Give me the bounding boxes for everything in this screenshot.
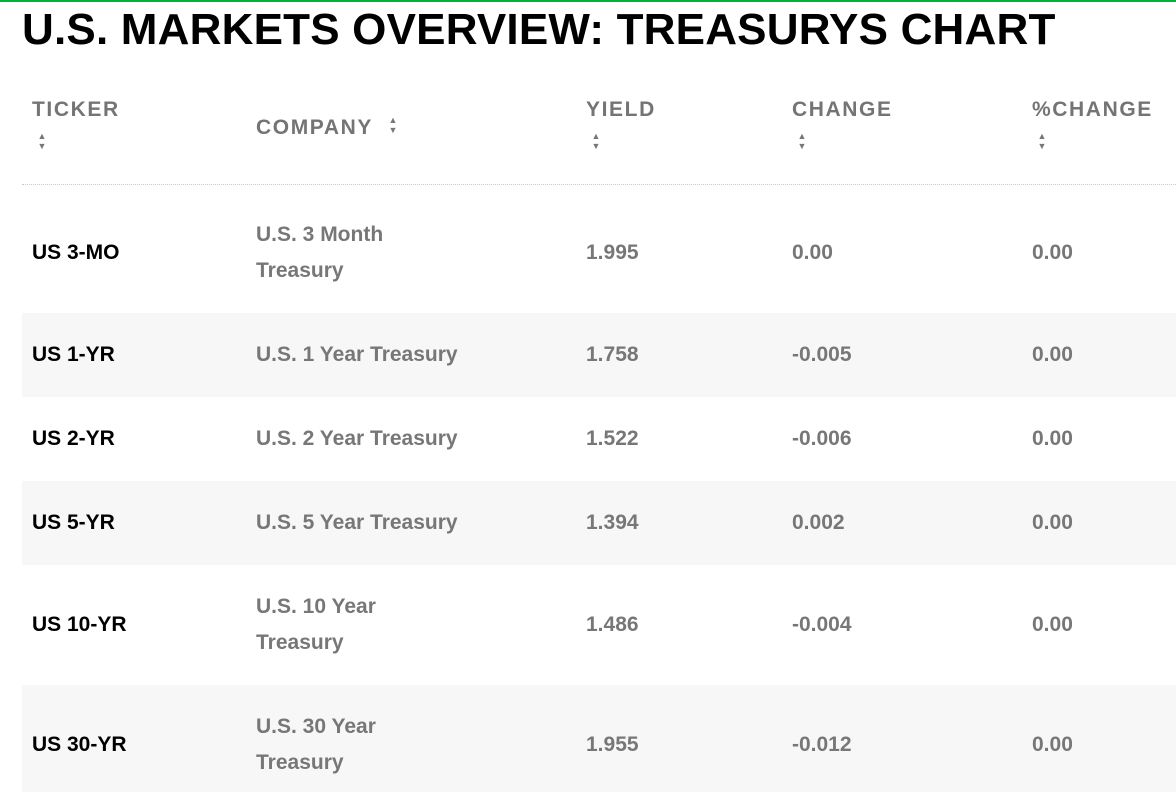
company-cell: U.S. 3 Month Treasury	[256, 193, 486, 313]
ticker-cell[interactable]: US 1-YR	[32, 343, 115, 366]
change-cell: 0.002	[792, 511, 845, 534]
treasurys-table: TICKER ▲ ▼ COMPANY ▲ ▼ YIELD ▲ ▼ CHANGE ▲ ▼ …	[22, 88, 1176, 792]
table-row[interactable]: US 1-YR U.S. 1 Year Treasury 1.758 -0.00…	[22, 313, 1176, 397]
ticker-cell[interactable]: US 2-YR	[32, 427, 115, 450]
company-name-line: Treasury	[256, 751, 344, 774]
company-cell: U.S. 10 Year Treasury	[256, 565, 486, 685]
column-header-label: TICKER	[32, 98, 120, 121]
pct-change-cell: 0.00	[1032, 427, 1073, 450]
pct-change-cell: 0.00	[1032, 343, 1073, 366]
table-row[interactable]: US 10-YR U.S. 10 Year Treasury 1.486 -0.…	[22, 565, 1176, 685]
table-row[interactable]: US 30-YR U.S. 30 Year Treasury 1.955 -0.…	[22, 685, 1176, 792]
top-accent-bar	[0, 0, 1176, 2]
table-row[interactable]: US 5-YR U.S. 5 Year Treasury 1.394 0.002…	[22, 481, 1176, 565]
company-name-line: U.S. 3 Month	[256, 223, 384, 246]
company-cell: U.S. 1 Year Treasury	[256, 343, 458, 366]
column-header-label: COMPANY	[256, 116, 373, 139]
column-header-label: CHANGE	[792, 98, 893, 121]
pct-change-cell: 0.00	[1032, 733, 1073, 756]
column-header-company[interactable]: COMPANY ▲ ▼	[256, 115, 399, 140]
change-cell: -0.006	[792, 427, 852, 450]
yield-cell: 1.394	[586, 511, 639, 534]
table-header: TICKER ▲ ▼ COMPANY ▲ ▼ YIELD ▲ ▼ CHANGE ▲ ▼ …	[22, 88, 1176, 185]
sort-icon[interactable]: ▲ ▼	[591, 131, 601, 151]
ticker-cell[interactable]: US 5-YR	[32, 511, 115, 534]
yield-cell: 1.995	[586, 241, 639, 264]
pct-change-cell: 0.00	[1032, 241, 1073, 264]
yield-cell: 1.522	[586, 427, 639, 450]
company-cell: U.S. 2 Year Treasury	[256, 427, 458, 450]
sort-icon[interactable]: ▲ ▼	[1037, 131, 1047, 151]
page-title: U.S. MARKETS OVERVIEW: TREASURYS CHART	[22, 5, 1056, 54]
change-cell: -0.004	[792, 613, 852, 636]
company-name-line: U.S. 10 Year	[256, 595, 376, 618]
column-header-ticker[interactable]: TICKER ▲ ▼	[32, 98, 120, 155]
company-name-line: Treasury	[256, 631, 344, 654]
column-header-label: YIELD	[586, 98, 656, 121]
change-cell: -0.005	[792, 343, 852, 366]
sort-icon[interactable]: ▲ ▼	[388, 115, 398, 135]
change-cell: -0.012	[792, 733, 852, 756]
change-cell: 0.00	[792, 241, 833, 264]
column-header-change[interactable]: CHANGE ▲ ▼	[792, 98, 893, 155]
pct-change-cell: 0.00	[1032, 511, 1073, 534]
sort-icon[interactable]: ▲ ▼	[797, 131, 807, 151]
table-row[interactable]: US 3-MO U.S. 3 Month Treasury 1.995 0.00…	[22, 193, 1176, 313]
ticker-cell[interactable]: US 10-YR	[32, 613, 127, 636]
company-name-line: U.S. 30 Year	[256, 715, 376, 738]
column-header-pct-change[interactable]: %CHANGE ▲ ▼	[1032, 98, 1153, 155]
ticker-cell[interactable]: US 30-YR	[32, 733, 127, 756]
ticker-cell[interactable]: US 3-MO	[32, 241, 120, 264]
company-cell: U.S. 5 Year Treasury	[256, 511, 458, 534]
sort-icon[interactable]: ▲ ▼	[37, 131, 47, 151]
yield-cell: 1.955	[586, 733, 639, 756]
yield-cell: 1.486	[586, 613, 639, 636]
column-header-yield[interactable]: YIELD ▲ ▼	[586, 98, 656, 155]
column-header-label: %CHANGE	[1032, 98, 1153, 121]
pct-change-cell: 0.00	[1032, 613, 1073, 636]
company-cell: U.S. 30 Year Treasury	[256, 685, 486, 792]
yield-cell: 1.758	[586, 343, 639, 366]
table-row[interactable]: US 2-YR U.S. 2 Year Treasury 1.522 -0.00…	[22, 397, 1176, 481]
company-name-line: Treasury	[256, 259, 344, 282]
